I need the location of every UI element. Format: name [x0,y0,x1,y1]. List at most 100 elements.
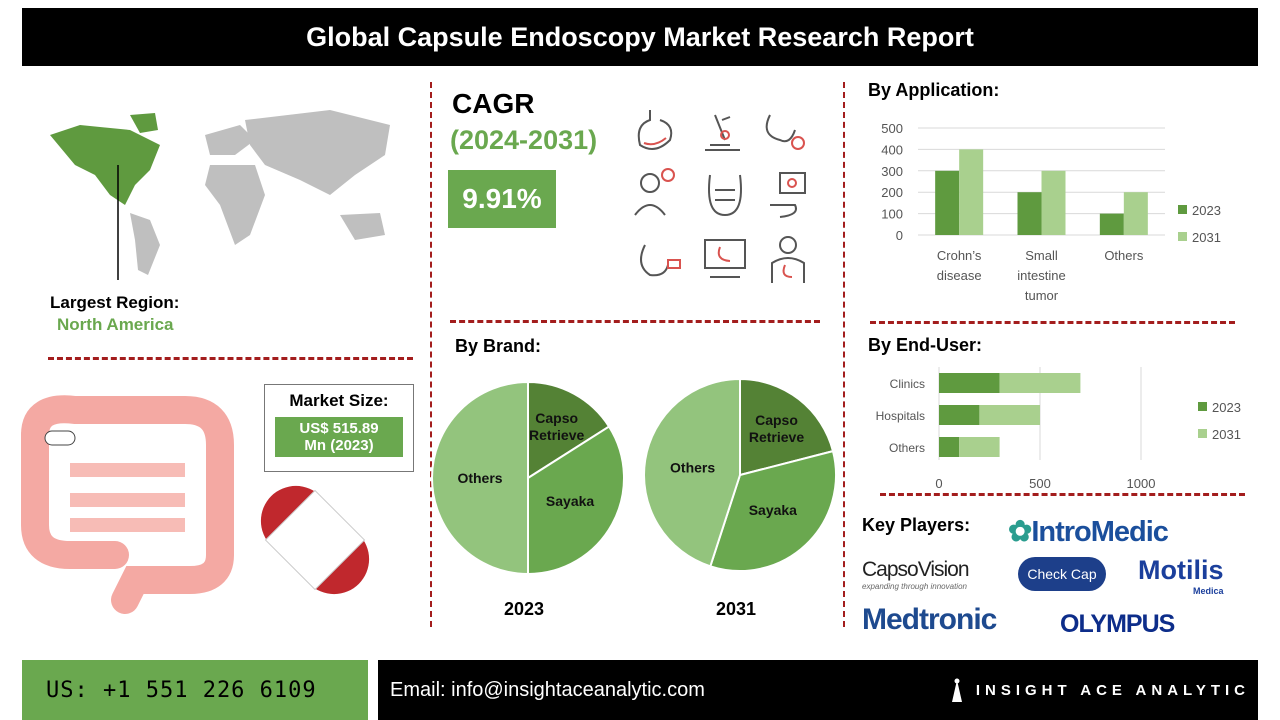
x-tick-label: tumor [1025,288,1059,303]
largest-region-value: North America [57,315,174,334]
pie-slice [739,377,835,477]
brand-heading: By Brand: [455,336,542,356]
divider [450,320,820,323]
pie-slice [431,380,529,576]
brand-name: INSIGHT ACE ANALYTIC [975,681,1250,699]
divider [880,493,1245,496]
page-title: Global Capsule Endoscopy Market Research… [22,8,1258,66]
key-players-heading: Key Players: [862,515,971,535]
legend-swatch [1178,205,1187,214]
doctor-icon [634,168,675,216]
application-heading: By Application: [868,80,1000,100]
pie-label: Others [670,459,715,475]
x-tick-label: 500 [1029,476,1051,491]
y-tick-label: Hospitals [876,409,925,423]
cagr-value: 9.91% [448,170,556,228]
legend-label: 2023 [1192,203,1221,218]
bar-2031 [999,373,1081,393]
medical-icons [634,110,806,283]
y-tick-label: 300 [881,164,903,179]
x-tick-label: 0 [935,476,942,491]
brand-pie-charts: CapsoRetrieveSayakaOthers2023CapsoRetrie… [431,377,837,619]
bar-2031 [1123,192,1148,235]
pie-label: Others [457,470,502,486]
bar-2031 [979,405,1040,425]
phone-contact: US: +1 551 226 6109 [22,660,368,720]
market-size-year: Mn (2023) [304,437,374,454]
capsovision-logo: CapsoVision expanding through innovation [862,558,970,591]
legend-swatch [1198,429,1207,438]
olympus-logo: OLYMPUS [1060,610,1175,638]
intromedic-logo: ✿IntroMedic [1008,516,1169,548]
endoscope-monitor-icon [770,172,806,218]
divider [843,82,845,627]
pie-label: Capso [535,410,578,426]
market-size-value: US$ 515.89 [299,420,379,437]
bar-2023 [1099,213,1124,235]
pie-label: Retrieve [749,429,804,445]
intestine-icon [708,174,742,217]
divider [430,82,432,627]
x-tick-label: Crohn’s [937,248,982,263]
market-size-label: Market Size: [289,391,389,410]
insight-ace-logo: INSIGHT ACE ANALYTIC [950,678,1250,702]
largest-region-label: Largest Region: [50,293,180,312]
motilis-logo: Motilis Medica [1138,555,1224,596]
pie-label: Capso [755,412,798,428]
bar-2023 [939,405,980,425]
y-tick-label: 100 [881,207,903,222]
divider [48,357,413,360]
y-tick-label: Clinics [890,377,925,391]
market-size-box: Market Size: US$ 515.89 Mn (2023) [264,384,414,472]
bar-2023 [939,373,1000,393]
y-tick-label: 200 [881,185,903,200]
x-tick-label: intestine [1017,268,1065,283]
y-tick-label: 400 [881,142,903,157]
bar-2023 [1017,192,1042,235]
microscope-icon [705,114,740,151]
x-tick-label: disease [937,268,982,283]
pie-slice [709,449,837,572]
bar-2031 [959,149,984,235]
stomach-icon [637,110,673,150]
x-tick-label: Others [1104,248,1144,263]
bar-2023 [939,437,960,457]
legend-label: 2031 [1212,427,1241,442]
bar-2023 [935,170,960,235]
legend-label: 2023 [1212,400,1241,415]
end-user-heading: By End-User: [868,335,983,355]
y-tick-label: 0 [896,228,903,243]
end-user-bar-chart: 0 500 1000 Clinics Hospitals Others 2023 2031 [876,367,1241,491]
legend-swatch [1178,232,1187,241]
legend-swatch [1198,402,1207,411]
footer-bar: Email: info@insightaceanalytic.com INSIG… [378,660,1258,720]
pie-label: Retrieve [529,427,584,443]
bar-2031 [1041,170,1066,235]
pie-label: Sayaka [546,493,594,509]
bar-2031 [959,437,1000,457]
intromedic-mark-icon: ✿ [1008,516,1032,548]
checkcap-logo: Check Cap [1018,557,1106,591]
x-tick-label: Small [1025,248,1058,263]
legend-label: 2031 [1192,230,1221,245]
stethoscope-stomach-icon [765,114,805,150]
cagr-label: CAGR [452,88,535,119]
pie-label: Sayaka [749,502,797,518]
x-tick-label: 1000 [1127,476,1156,491]
y-tick-label: 500 [881,121,903,136]
intestine-capsule-illustration [20,395,370,614]
pie-slice [527,425,625,576]
pie-year-label: 2023 [504,599,544,619]
stomach-capsule-icon [640,244,681,277]
patient-stomach-icon [771,236,805,283]
email-link[interactable]: Email: info@insightaceanalytic.com [390,678,705,701]
application-bar-chart: 0 100 200 300 400 500 Crohn’s disease Small intes… [881,121,1221,303]
y-tick-label: Others [889,441,925,455]
divider [870,321,1235,324]
world-map [50,110,390,280]
pie-slice [643,377,741,568]
medtronic-logo: Medtronic [862,603,997,636]
monitor-stomach-icon [704,239,746,278]
logo-mark-icon [951,678,962,702]
pie-slice [527,380,611,480]
